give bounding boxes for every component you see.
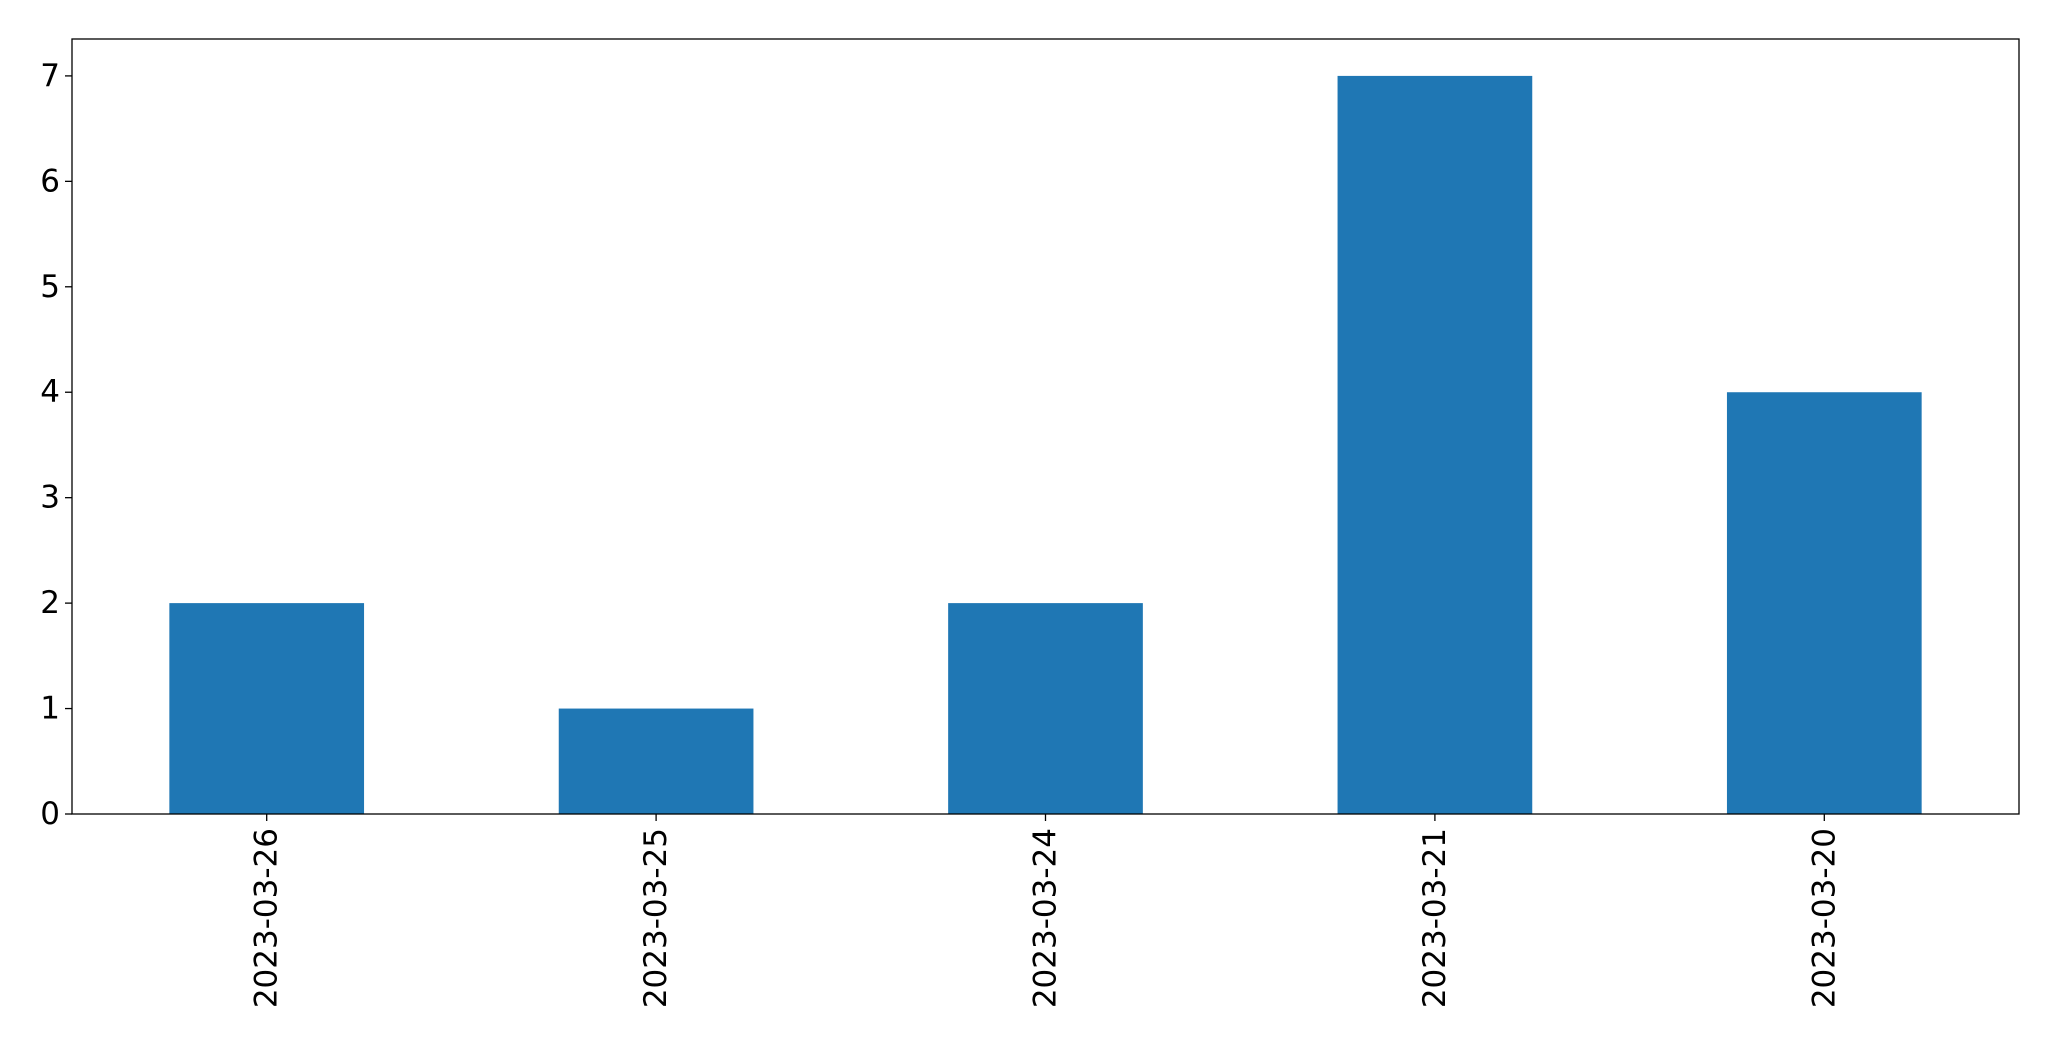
y-tick-label: 5 xyxy=(40,269,60,305)
x-tick-label: 2023-03-25 xyxy=(638,828,674,1008)
y-tick-label: 6 xyxy=(40,163,60,199)
bar-2023-03-20 xyxy=(1726,392,1922,814)
bar-2023-03-24 xyxy=(948,603,1143,814)
x-tick-label: 2023-03-21 xyxy=(1417,828,1453,1008)
x-tick-label: 2023-03-26 xyxy=(249,828,285,1008)
x-tick-label: 2023-03-24 xyxy=(1028,828,1064,1008)
x-tick-label: 2023-03-20 xyxy=(1806,828,1842,1008)
y-tick-label: 0 xyxy=(40,796,60,832)
bar-2023-03-21 xyxy=(1337,75,1533,814)
bars-group xyxy=(169,75,1922,814)
y-axis: 0 1 2 3 4 5 6 7 xyxy=(40,58,72,832)
y-tick-label: 1 xyxy=(40,691,60,727)
y-tick-label: 7 xyxy=(40,58,60,94)
y-tick-label: 4 xyxy=(40,374,60,410)
bar-2023-03-26 xyxy=(169,603,365,814)
y-tick-label: 2 xyxy=(40,585,60,621)
x-axis: 2023-03-26 2023-03-25 2023-03-24 2023-03-21… xyxy=(249,814,1842,1008)
y-tick-label: 3 xyxy=(40,480,60,516)
bar-2023-03-25 xyxy=(558,708,754,814)
